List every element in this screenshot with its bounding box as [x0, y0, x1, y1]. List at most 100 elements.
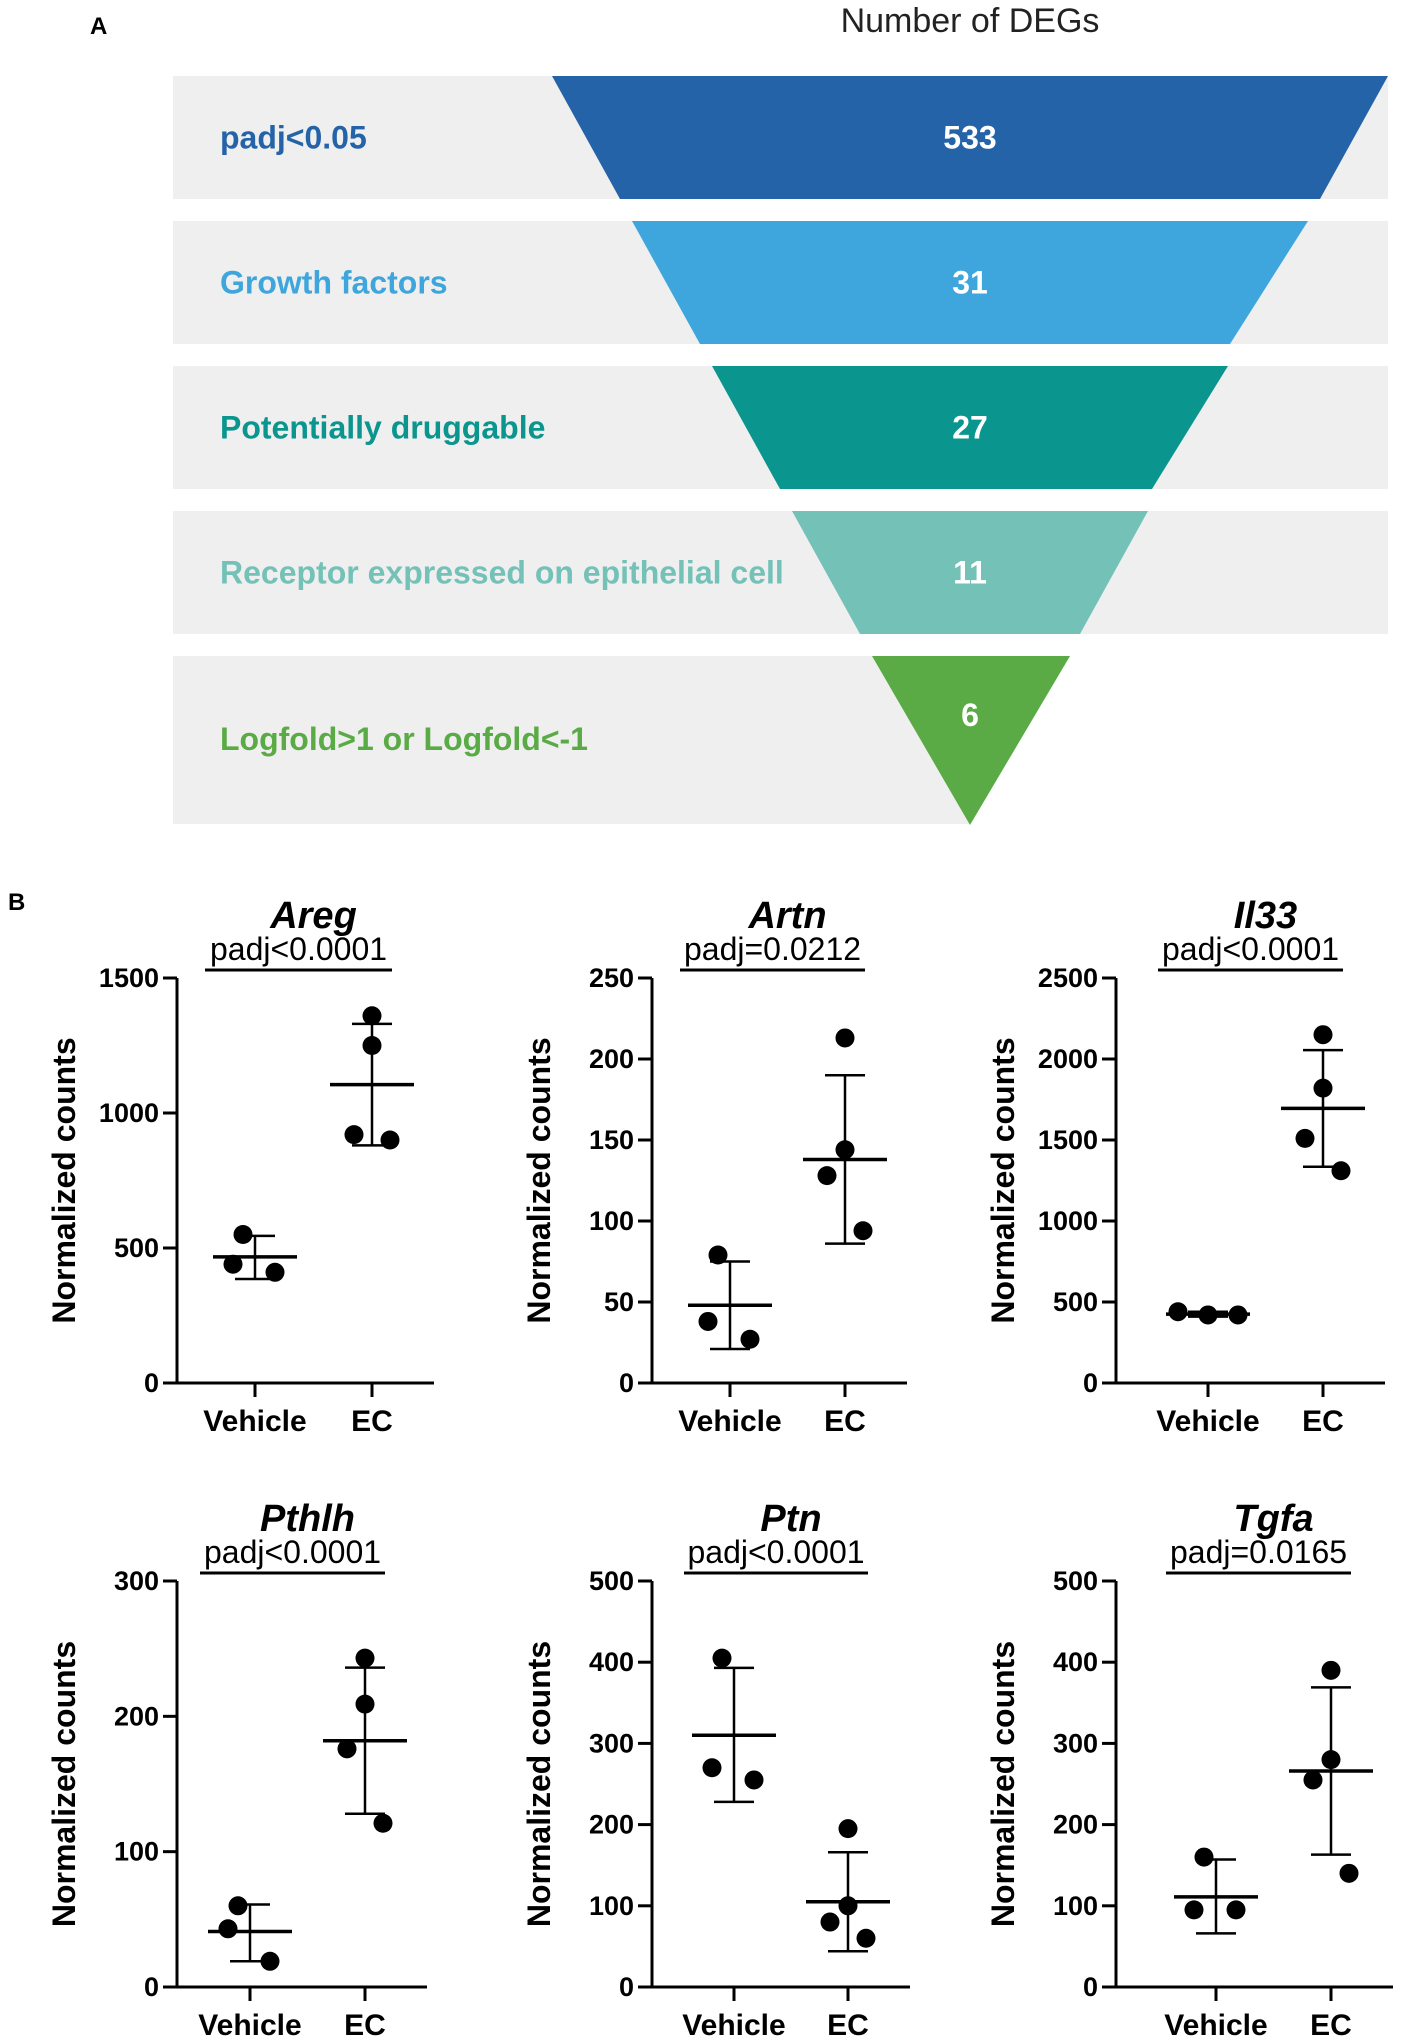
y-tick-label: 1000	[1038, 1206, 1098, 1236]
y-axis-label: Normalized counts	[985, 1641, 1021, 1927]
data-point	[362, 1006, 382, 1026]
y-tick-label: 1000	[99, 1098, 159, 1128]
data-point	[838, 1896, 858, 1916]
y-tick-label: 500	[114, 1233, 159, 1263]
data-point	[1339, 1863, 1359, 1883]
funnel-title: Number of DEGs	[841, 2, 1100, 40]
data-point	[355, 1694, 375, 1714]
y-tick-label: 0	[144, 1368, 159, 1398]
data-point	[380, 1130, 400, 1150]
funnel-band-3	[712, 366, 1228, 489]
series-ec	[806, 1819, 890, 1953]
data-point	[218, 1919, 238, 1939]
data-point	[265, 1262, 285, 1282]
data-point	[344, 1125, 364, 1145]
data-point	[1313, 1025, 1333, 1045]
y-tick-label: 200	[114, 1701, 159, 1731]
data-point	[1295, 1128, 1315, 1148]
x-category-label: Vehicle	[203, 1405, 306, 1438]
series-vehicle	[1166, 1302, 1250, 1325]
y-tick-label: 150	[589, 1125, 634, 1155]
y-tick-label: 0	[144, 1972, 159, 2002]
funnel-band-1	[552, 76, 1388, 199]
x-category-label: EC	[1310, 2009, 1352, 2041]
funnel-band-5	[872, 656, 1070, 825]
series-vehicle	[1174, 1847, 1258, 1935]
y-tick-label: 100	[589, 1206, 634, 1236]
data-point	[856, 1928, 876, 1948]
chart-title: Tgfa	[1233, 1498, 1313, 1540]
y-tick-label: 0	[619, 1368, 634, 1398]
x-category-label: EC	[351, 1405, 393, 1438]
funnel-band-background	[173, 511, 1388, 634]
y-tick-label: 200	[589, 1810, 634, 1840]
series-ec	[323, 1648, 407, 1833]
data-point	[712, 1648, 732, 1668]
y-tick-label: 2500	[1038, 963, 1098, 993]
data-point	[355, 1648, 375, 1668]
data-point	[740, 1329, 760, 1349]
data-point	[228, 1896, 248, 1916]
data-point	[817, 1166, 837, 1186]
funnel-band-count: 31	[952, 265, 988, 301]
data-point	[1226, 1900, 1246, 1920]
data-point	[1321, 1750, 1341, 1770]
funnel-band-label: Potentially druggable	[220, 410, 545, 446]
data-point	[1194, 1847, 1214, 1867]
panel-a-letter: A	[90, 13, 107, 40]
funnel-band-4	[792, 511, 1148, 634]
y-tick-label: 0	[619, 1972, 634, 2002]
chart-il33: Il33 Normalized counts 0 500 1000 1500 2000 250…	[985, 895, 1385, 1438]
y-tick-label: 100	[1053, 1891, 1098, 1921]
funnel-band-count: 27	[952, 410, 988, 446]
funnel-band-label: Growth factors	[220, 265, 448, 301]
data-point	[362, 1036, 382, 1055]
x-category-label: Vehicle	[1164, 2009, 1267, 2041]
series-vehicle	[692, 1648, 776, 1804]
padj-label: padj<0.0001	[210, 931, 387, 967]
y-axis-label: Normalized counts	[521, 1037, 557, 1323]
y-tick-label: 100	[589, 1891, 634, 1921]
padj-label: padj<0.0001	[204, 1534, 381, 1570]
chart-title: Pthlh	[260, 1498, 355, 1540]
data-point	[373, 1813, 393, 1833]
data-point	[1168, 1302, 1188, 1322]
chart-title: Areg	[269, 895, 357, 937]
funnel-band-label: Receptor expressed on epithelial cell	[220, 555, 784, 591]
y-tick-label: 500	[1053, 1287, 1098, 1317]
y-tick-label: 50	[604, 1287, 634, 1317]
data-point	[702, 1758, 722, 1778]
funnel-band-label: padj<0.05	[220, 120, 367, 156]
data-point	[708, 1245, 728, 1265]
padj-label: padj=0.0165	[1170, 1534, 1347, 1570]
y-axis-label: Normalized counts	[46, 1037, 82, 1323]
funnel-band-background	[173, 656, 970, 824]
data-point	[835, 1140, 855, 1160]
x-category-label: EC	[1302, 1405, 1344, 1438]
y-tick-label: 2000	[1038, 1044, 1098, 1074]
y-axis-label: Normalized counts	[985, 1037, 1021, 1323]
series-vehicle	[688, 1245, 772, 1351]
y-axis-label: Normalized counts	[46, 1641, 82, 1927]
series-vehicle	[208, 1896, 292, 1971]
funnel-band-2	[632, 221, 1308, 344]
funnel-band-count: 533	[943, 120, 996, 156]
data-point	[698, 1311, 718, 1331]
data-point	[233, 1225, 253, 1244]
y-tick-label: 1500	[99, 963, 159, 993]
x-category-label: Vehicle	[682, 2009, 785, 2041]
data-point	[1198, 1305, 1218, 1325]
series-ec	[1289, 1660, 1373, 1883]
data-point	[1321, 1660, 1341, 1680]
series-ec	[1281, 1025, 1365, 1181]
y-tick-label: 300	[114, 1566, 159, 1596]
padj-label: padj<0.0001	[687, 1534, 864, 1570]
x-category-label: EC	[824, 1405, 866, 1438]
series-ec	[803, 1028, 887, 1245]
y-tick-label: 300	[1053, 1728, 1098, 1758]
y-tick-label: 200	[1053, 1810, 1098, 1840]
y-tick-label: 300	[589, 1728, 634, 1758]
data-point	[744, 1770, 764, 1790]
y-tick-label: 400	[589, 1647, 634, 1677]
y-axis-label: Normalized counts	[521, 1641, 557, 1927]
